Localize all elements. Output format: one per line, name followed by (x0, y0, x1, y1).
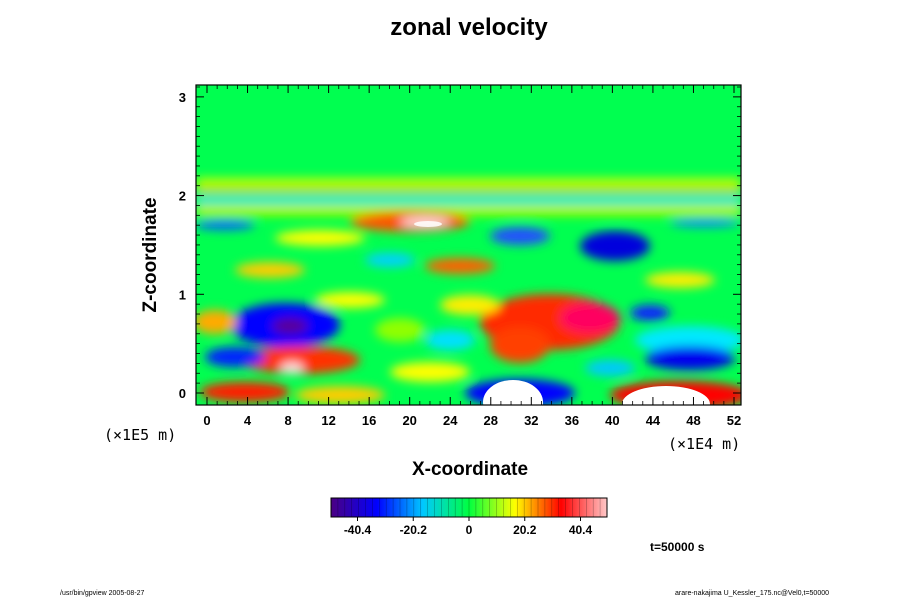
x-axis: 0 4 8 12 16 20 24 28 32 36 40 44 48 52 (203, 85, 741, 428)
colorbar: -40.4 -20.2 0 20.2 40.4 (330, 497, 608, 537)
field-structures (196, 178, 741, 405)
colorbar-tick-label: 0 (466, 523, 473, 537)
x-tick-label: 8 (284, 413, 291, 428)
y-tick-label: 1 (179, 287, 186, 302)
x-tick-label: 16 (362, 413, 376, 428)
y-tick-label: 0 (179, 386, 186, 401)
footer-right: arare-nakajima U_Kessler_175.nc@Vel0,t=5… (675, 590, 830, 597)
x-scale-label: (×1E4 m) (668, 435, 741, 453)
x-tick-label: 28 (484, 413, 498, 428)
x-tick-label: 44 (646, 413, 661, 428)
x-axis-label: X-coordinate (411, 459, 529, 480)
x-tick-label: 32 (524, 413, 538, 428)
y-tick-label: 2 (179, 189, 186, 204)
x-tick-label: 12 (321, 413, 335, 428)
x-tick-label: 36 (565, 413, 579, 428)
x-tick-label: 24 (443, 413, 458, 428)
footer-left: /usr/bin/gpview 2005-08-27 (60, 590, 145, 597)
time-label: t=50000 s (650, 540, 705, 554)
y-axis: 0 1 2 3 (179, 86, 741, 401)
x-tick-label: 4 (244, 413, 252, 428)
x-tick-label: 52 (727, 413, 741, 428)
y-scale-label: (×1E5 m) (104, 426, 177, 444)
chart-title: zonal velocity (390, 14, 548, 41)
y-tick-label: 3 (179, 90, 186, 105)
x-tick-label: 20 (402, 413, 416, 428)
velocity-field (196, 85, 741, 405)
x-tick-label: 48 (686, 413, 700, 428)
saturated-region (622, 386, 710, 405)
y-axis-label: Z-coordinate (140, 197, 161, 313)
x-tick-label: 40 (605, 413, 619, 428)
colorbar-tick-label: -20.2 (400, 523, 428, 537)
colorbar-tick-label: 40.4 (569, 523, 593, 537)
colorbar-tick-label: 20.2 (513, 523, 537, 537)
colorbar-tick-label: -40.4 (344, 523, 372, 537)
saturated-region (483, 380, 543, 405)
saturated-region (414, 221, 442, 227)
x-tick-label: 0 (203, 413, 210, 428)
